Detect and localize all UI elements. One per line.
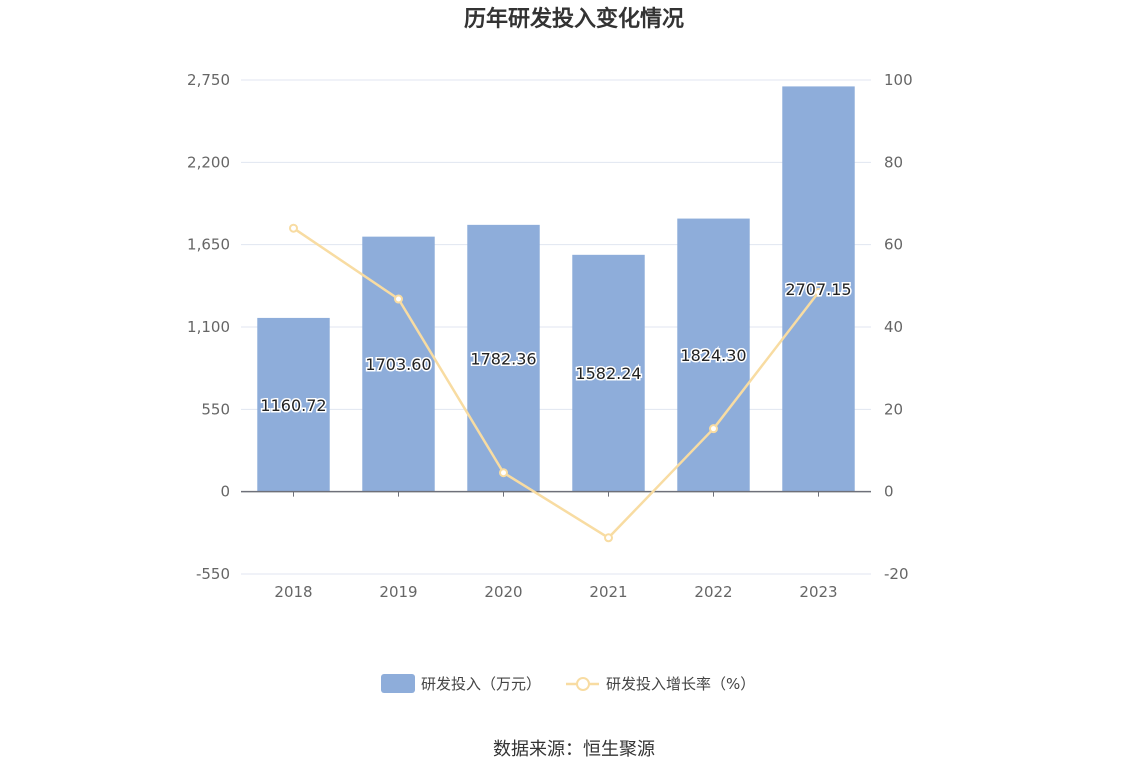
bar-value-label: 1160.72 xyxy=(260,396,326,415)
y-right-tick-label: 40 xyxy=(884,318,903,336)
y-right-tick-label: 0 xyxy=(884,483,894,501)
growth-point xyxy=(709,424,718,434)
legend-label-line: 研发投入增长率（%） xyxy=(606,675,755,693)
bar xyxy=(257,317,330,492)
y-left-tick-label: -550 xyxy=(196,565,230,583)
x-tick-label: 2020 xyxy=(484,583,522,601)
growth-point xyxy=(814,287,823,297)
bar-labels: 1160.72 1703.60 1782.36 1582.24 1824.30 2707.… xyxy=(259,279,853,417)
y-right-axis: -20 0 20 40 60 80 100 xyxy=(884,71,913,583)
x-tick-label: 2018 xyxy=(274,583,312,601)
y-left-tick-label: 1,650 xyxy=(187,236,230,254)
y-right-tick-label: 80 xyxy=(884,153,903,171)
bar-value-label: 1703.60 xyxy=(365,355,431,374)
bar xyxy=(467,224,540,492)
grid xyxy=(241,79,871,575)
legend-swatch-bar xyxy=(381,674,415,693)
legend: 研发投入（万元） 研发投入增长率（%） xyxy=(381,674,755,693)
x-tick-label: 2019 xyxy=(379,583,417,601)
y-right-tick-label: 100 xyxy=(884,71,913,89)
y-right-tick-label: 20 xyxy=(884,400,903,418)
y-left-tick-label: 2,750 xyxy=(187,71,230,89)
x-tick-label: 2021 xyxy=(589,583,627,601)
source-text: 数据来源：恒生聚源 xyxy=(493,739,655,760)
bar-value-label: 1582.24 xyxy=(575,364,641,383)
chart-title: 历年研发投入变化情况 xyxy=(464,6,684,32)
growth-line xyxy=(292,227,820,540)
x-tick-label: 2023 xyxy=(799,583,837,601)
bar-value-label: 2707.15 xyxy=(785,280,851,299)
bar-value-label: 1782.36 xyxy=(470,349,536,368)
growth-line-series xyxy=(289,223,823,543)
y-right-tick-label: -20 xyxy=(884,565,909,583)
y-right-tick-label: 60 xyxy=(884,236,903,254)
bar-series xyxy=(257,86,855,492)
bar xyxy=(572,254,645,492)
y-left-tick-label: 1,100 xyxy=(187,318,230,336)
x-axis: 2018 2019 2020 2021 2022 2023 xyxy=(241,490,871,601)
legend-swatch-marker xyxy=(576,677,590,691)
y-left-tick-label: 0 xyxy=(220,483,230,501)
y-left-axis: -550 0 550 1,100 1,650 2,200 2,750 xyxy=(187,71,230,583)
growth-point xyxy=(499,468,508,478)
bar xyxy=(362,236,435,492)
y-left-tick-label: 2,200 xyxy=(187,153,230,171)
legend-label-bar: 研发投入（万元） xyxy=(421,675,541,693)
growth-point xyxy=(394,294,403,304)
growth-point xyxy=(604,533,613,543)
y-left-tick-label: 550 xyxy=(201,400,230,418)
x-tick-label: 2022 xyxy=(694,583,732,601)
growth-point xyxy=(289,223,298,233)
bar-value-label: 1824.30 xyxy=(680,346,746,365)
bar xyxy=(677,218,750,492)
